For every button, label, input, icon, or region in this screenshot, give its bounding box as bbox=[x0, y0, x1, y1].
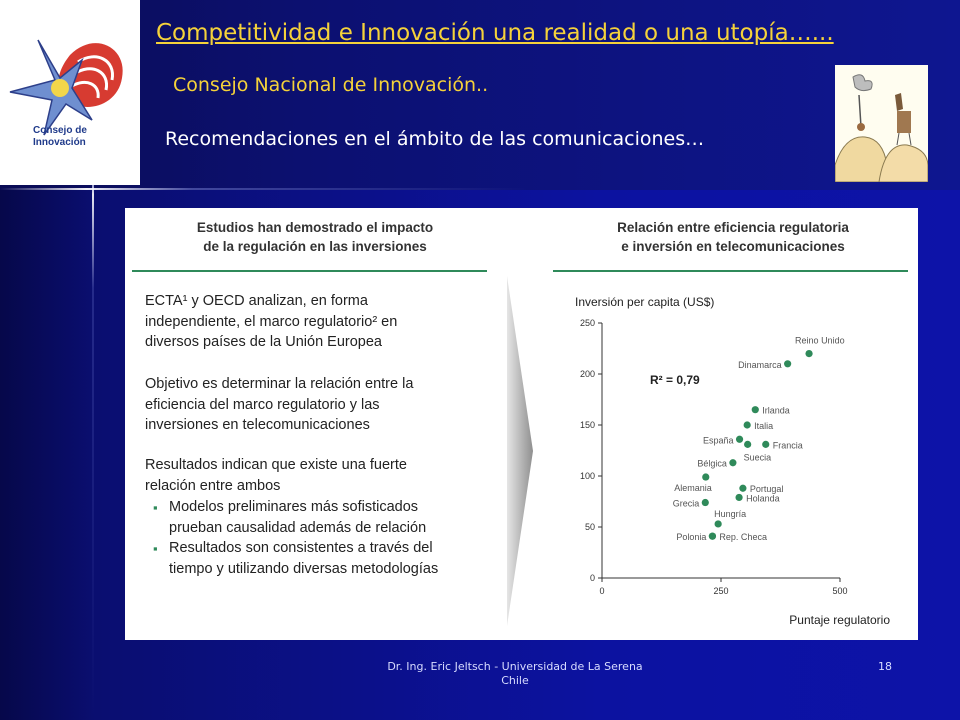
y-tick-label: 50 bbox=[585, 522, 595, 532]
x-tick-label: 0 bbox=[599, 586, 604, 596]
paragraph-3-line: Resultados indican que existe una fuerte bbox=[145, 457, 407, 473]
right-header-line1: Relación entre eficiencia regulatoria bbox=[617, 220, 849, 235]
data-point bbox=[805, 350, 813, 358]
point-label: Polonia bbox=[676, 532, 706, 542]
left-header-rule bbox=[132, 270, 487, 272]
right-panel-header: Relación entre eficiencia regulatoria e … bbox=[553, 218, 913, 256]
y-axis-label: Inversión per capita (US$) bbox=[575, 295, 714, 309]
x-tick-label: 500 bbox=[832, 586, 847, 596]
chevron-arrow-icon bbox=[507, 276, 533, 626]
y-tick-label: 250 bbox=[580, 318, 595, 328]
data-point bbox=[744, 440, 752, 448]
point-label: Grecia bbox=[673, 499, 700, 509]
data-point bbox=[751, 406, 759, 414]
paragraph-1: ECTA¹ y OECD analizan, en forma independ… bbox=[145, 291, 397, 353]
chart-axes: 0 50 100 150 200 250 0 250 500 bbox=[580, 318, 848, 596]
paragraph-2-line: inversiones en telecomunicaciones bbox=[145, 417, 370, 433]
data-point bbox=[729, 459, 737, 467]
data-point bbox=[739, 484, 747, 492]
content-panel: Estudios han demostrado el impacto de la… bbox=[125, 208, 918, 640]
logo-text-line2: Innovación bbox=[33, 137, 86, 148]
data-point bbox=[714, 520, 722, 528]
y-tick-label: 200 bbox=[580, 369, 595, 379]
chart-marks: Reino Unido Dinamarca Irlanda Italia España F… bbox=[673, 336, 845, 543]
paragraph-1-line: diversos países de la Unión Europea bbox=[145, 334, 382, 350]
data-point bbox=[735, 493, 743, 502]
consejo-innovacion-logo: Consejo de Innovación bbox=[0, 0, 140, 185]
paragraph-3-line: relación entre ambos bbox=[145, 477, 281, 494]
paragraph-3: Resultados indican que existe una fuerte… bbox=[145, 455, 407, 496]
point-label: Dinamarca bbox=[738, 360, 782, 370]
bullet-2-line: tiempo y utilizando diversas metodología… bbox=[169, 560, 439, 577]
y-tick-label: 150 bbox=[580, 420, 595, 430]
header-band bbox=[0, 0, 960, 190]
point-label: Rep. Checa bbox=[719, 532, 767, 542]
point-label: Holanda bbox=[746, 493, 780, 503]
cartoon-illustration bbox=[834, 65, 929, 183]
point-label: Bélgica bbox=[697, 459, 727, 469]
right-header-rule bbox=[553, 270, 908, 272]
left-header-line1: Estudios han demostrado el impacto bbox=[196, 220, 434, 235]
point-label: Suecia bbox=[744, 452, 772, 462]
paragraph-1-line: independiente, el marco regulatorio² en bbox=[145, 313, 398, 330]
left-panel-header: Estudios han demostrado el impacto de la… bbox=[135, 218, 495, 256]
data-point bbox=[784, 360, 792, 368]
bullet-2-line: Resultados son consistentes a través del bbox=[169, 540, 433, 556]
point-label: Hungría bbox=[714, 509, 746, 519]
bullet-1-line: Modelos preliminares más sofisticados bbox=[169, 499, 419, 515]
slide-title: Competitividad e Innovación una realidad… bbox=[156, 20, 834, 46]
scatter-chart: Inversión per capita (US$) Puntaje regul… bbox=[575, 295, 890, 627]
data-point bbox=[702, 473, 710, 481]
y-tick-label: 0 bbox=[590, 573, 595, 583]
y-tick-label: 100 bbox=[580, 471, 595, 481]
paragraph-2: Objetivo es determinar la relación entre… bbox=[145, 374, 413, 436]
r-squared-annotation: R² = 0,79 bbox=[650, 373, 700, 387]
point-label: Irlanda bbox=[762, 406, 790, 416]
slide-subtitle: Consejo Nacional de Innovación.. bbox=[173, 74, 489, 96]
right-header-line2: e inversión en telecomunicaciones bbox=[621, 239, 845, 254]
point-label: Italia bbox=[754, 421, 773, 431]
logo-graphic: Consejo de Innovación bbox=[9, 39, 123, 148]
decorative-horizontal-line bbox=[0, 188, 960, 190]
data-point bbox=[762, 440, 770, 448]
footer-line2: Chile bbox=[501, 674, 529, 687]
paragraph-2-line: eficiencia del marco regulatorio y las bbox=[145, 396, 380, 413]
x-axis-label: Puntaje regulatorio bbox=[789, 613, 890, 627]
bullet-item-2: Resultados son consistentes a través del… bbox=[169, 538, 438, 579]
data-point bbox=[701, 498, 709, 507]
decorative-vertical-line bbox=[92, 0, 94, 720]
point-label: Francia bbox=[773, 440, 803, 450]
bullet-item-1: Modelos preliminares más sofisticados pr… bbox=[169, 497, 426, 538]
point-label: Portugal bbox=[750, 484, 784, 494]
data-point bbox=[735, 435, 744, 443]
bullet-1-line: prueban causalidad además de relación bbox=[169, 519, 427, 536]
slide-heading: Recomendaciones en el ámbito de las comu… bbox=[165, 128, 705, 150]
data-point bbox=[708, 532, 717, 540]
point-label: Reino Unido bbox=[795, 336, 845, 346]
logo-text-line1: Consejo de bbox=[33, 125, 87, 136]
point-label: Alemania bbox=[674, 483, 712, 493]
data-point bbox=[743, 421, 751, 429]
bullet-marker: ▪ bbox=[153, 500, 158, 515]
paragraph-2-line: Objetivo es determinar la relación entre… bbox=[145, 376, 414, 392]
paragraph-1-line: ECTA¹ y OECD analizan, en forma bbox=[145, 293, 368, 309]
footer-line1: Dr. Ing. Eric Jeltsch - Universidad de L… bbox=[387, 660, 643, 673]
bullet-marker: ▪ bbox=[153, 541, 158, 556]
page-number: 18 bbox=[878, 660, 892, 673]
point-label: España bbox=[703, 435, 734, 445]
x-tick-label: 250 bbox=[713, 586, 728, 596]
footer-author: Dr. Ing. Eric Jeltsch - Universidad de L… bbox=[360, 660, 670, 688]
left-header-line2: de la regulación en las inversiones bbox=[203, 239, 427, 254]
